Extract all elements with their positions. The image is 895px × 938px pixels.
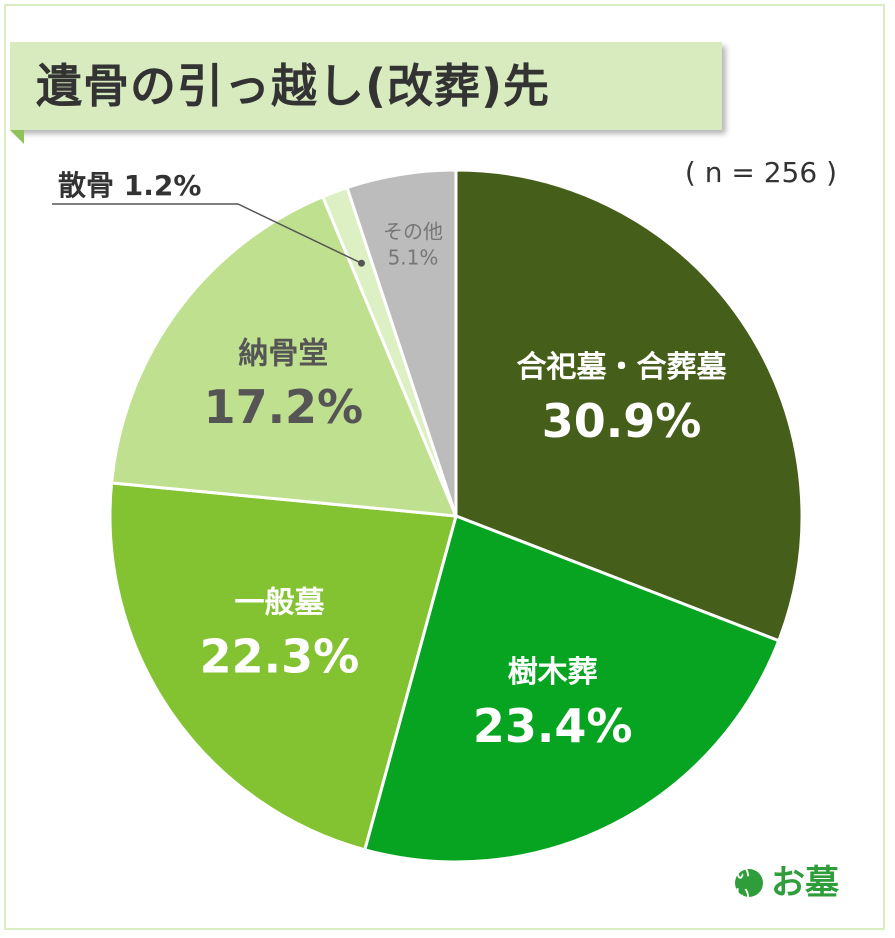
sample-size-label: ( n = 256 ) [684, 156, 837, 189]
slice-category-label-2: 一般墓 [234, 586, 325, 621]
slice-category-label-3: 納骨堂 [238, 336, 328, 371]
brand-logo: いい お墓 [735, 863, 839, 903]
callout-label-4: 散骨 1.2% [58, 169, 201, 202]
pie-slice-5 [345, 168, 458, 517]
chart-title: 遺骨の引っ越し(改葬)先 [36, 59, 551, 113]
slice-value-label-1: 23.4% [473, 699, 633, 753]
slice-category-label-0: 合祀墓・合葬墓 [517, 350, 728, 385]
logo-text: お墓 [771, 863, 839, 903]
callout-line-4 [52, 203, 362, 264]
slice-value-label-2: 22.3% [200, 629, 360, 683]
pie-slice-0 [454, 168, 804, 643]
slice-category-label-1: 樹木葬 [508, 655, 598, 690]
pie-slice-3 [109, 194, 459, 518]
title-banner [10, 42, 722, 130]
slice-value-label-0: 30.9% [542, 394, 702, 448]
slice-category-label-4: 散骨 [58, 169, 124, 202]
callout-dot-4 [357, 259, 365, 267]
slice-value-label-3: 17.2% [204, 380, 364, 434]
title-banner-fold [10, 130, 24, 144]
pie-slice-1 [362, 514, 781, 864]
slice-value-label-4: 1.2% [124, 169, 202, 202]
slice-value-label-5: 5.1% [388, 246, 439, 270]
slice-category-label-5: その他 [383, 220, 443, 244]
logo-badge: いい [735, 864, 763, 903]
pie-slice-2 [108, 481, 458, 852]
